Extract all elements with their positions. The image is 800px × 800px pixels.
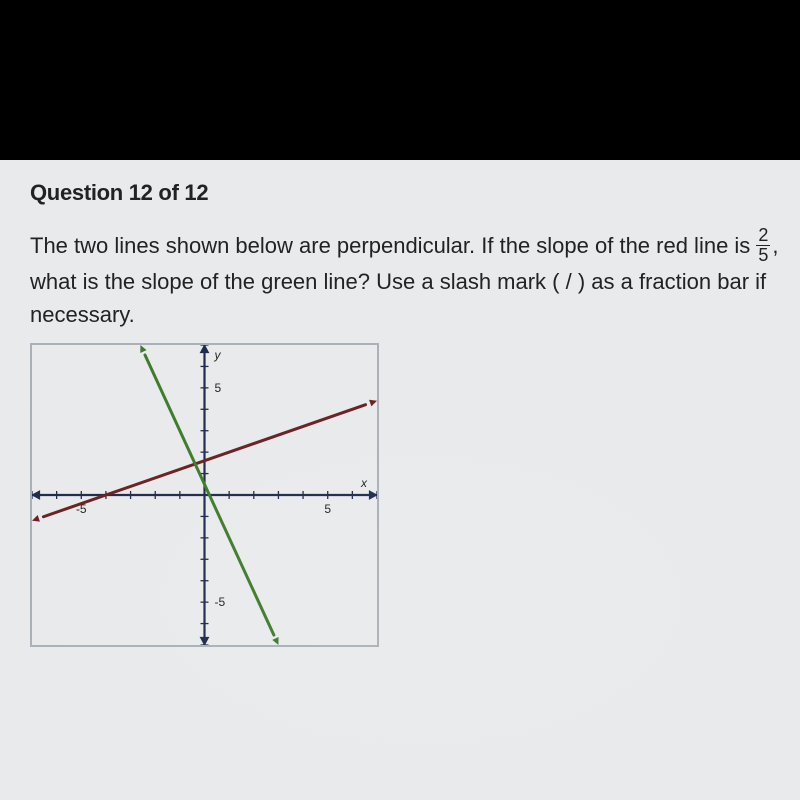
svg-text:x: x	[360, 476, 368, 490]
question-prompt: The two lines shown below are perpendicu…	[30, 226, 790, 331]
red-slope-fraction: 2 5	[756, 226, 770, 265]
coordinate-graph: 5-55-5xy	[30, 343, 379, 647]
prompt-line-2: what is the slope of the green line? Use…	[30, 265, 790, 331]
svg-text:-5: -5	[215, 595, 226, 609]
prompt-line-1: The two lines shown below are perpendicu…	[30, 226, 790, 265]
svg-text:y: y	[214, 348, 222, 362]
prompt-line-1-text: The two lines shown below are perpendicu…	[30, 229, 750, 262]
svg-text:5: 5	[215, 381, 222, 395]
fraction-denominator: 5	[756, 246, 770, 265]
question-number-header: Question 12 of 12	[30, 180, 790, 206]
svg-text:5: 5	[324, 502, 331, 516]
trailing-punct: ,	[772, 229, 778, 262]
content-area: Question 12 of 12 The two lines shown be…	[0, 160, 800, 800]
fraction-numerator: 2	[756, 226, 770, 246]
